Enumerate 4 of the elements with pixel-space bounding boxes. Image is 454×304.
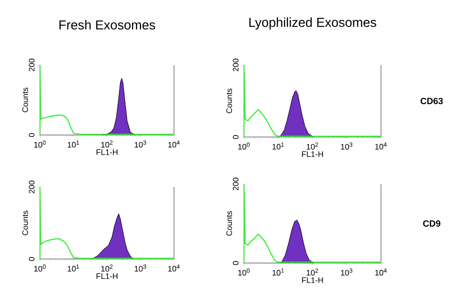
chart-title: Fresh Exosomes <box>59 20 156 30</box>
text: CD9 <box>423 220 440 227</box>
chart-title: Lyophilized Exosomes <box>249 17 376 30</box>
text: CD63 <box>420 98 443 104</box>
